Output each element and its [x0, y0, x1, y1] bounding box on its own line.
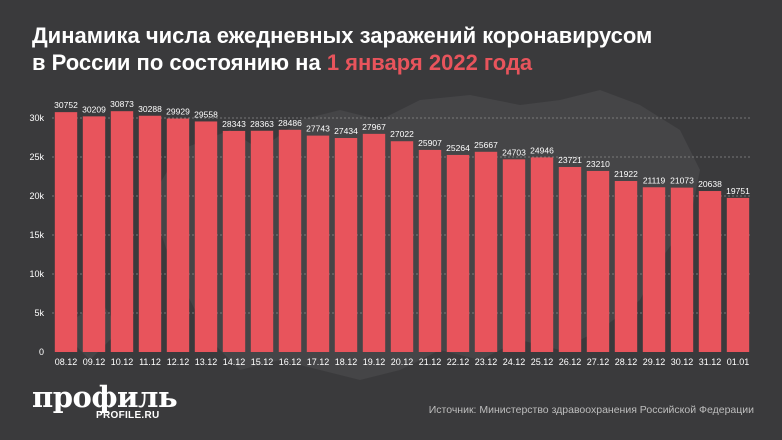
- bar: [222, 130, 246, 352]
- x-tick-label: 13.12: [195, 357, 218, 367]
- x-tick-label: 24.12: [503, 357, 526, 367]
- bar: [446, 154, 470, 352]
- data-label: 25264: [446, 143, 470, 153]
- x-tick-label: 15.12: [251, 357, 274, 367]
- x-tick-label: 19.12: [363, 357, 386, 367]
- y-tick-label: 15k: [29, 230, 44, 240]
- x-tick-label: 21.12: [419, 357, 442, 367]
- title-line-1: Динамика числа ежедневных заражений коро…: [32, 23, 653, 48]
- data-label: 23210: [586, 159, 610, 169]
- title-line-2-prefix: в России по состоянию на: [32, 50, 327, 75]
- bar: [54, 112, 78, 352]
- data-label: 28343: [222, 119, 246, 129]
- bar: [194, 121, 218, 352]
- x-tick-label: 22.12: [447, 357, 470, 367]
- y-tick-label: 30k: [29, 113, 44, 123]
- data-label: 27967: [362, 122, 386, 132]
- y-tick-label: 5k: [34, 308, 44, 318]
- x-tick-label: 20.12: [391, 357, 414, 367]
- bar: [362, 133, 386, 352]
- x-tick-label: 08.12: [55, 357, 78, 367]
- profile-logo-url: PROFILE.RU: [96, 410, 160, 421]
- data-label: 21073: [670, 176, 694, 186]
- data-label: 29929: [166, 107, 190, 117]
- y-tick-label: 25k: [29, 152, 44, 162]
- data-label: 30873: [110, 99, 134, 109]
- data-label: 23721: [558, 155, 582, 165]
- data-label: 30752: [54, 100, 78, 110]
- bar: [502, 159, 526, 352]
- x-tick-label: 09.12: [83, 357, 106, 367]
- bar: [334, 138, 358, 352]
- x-tick-label: 25.12: [531, 357, 554, 367]
- x-tick-label: 27.12: [587, 357, 610, 367]
- x-tick-label: 17.12: [307, 357, 330, 367]
- bar: [726, 197, 750, 352]
- bar: [110, 111, 134, 352]
- profile-logo: профиль: [32, 380, 178, 414]
- data-label: 30209: [82, 104, 106, 114]
- source-note: Источник: Министерство здравоохранения Р…: [428, 404, 754, 416]
- x-tick-label: 11.12: [139, 357, 161, 367]
- chart-title: Динамика числа ежедневных заражений коро…: [32, 22, 772, 76]
- bar: [530, 157, 554, 352]
- bar: [250, 130, 274, 352]
- data-label: 27743: [306, 124, 330, 134]
- x-tick-label: 28.12: [615, 357, 638, 367]
- data-label: 19751: [726, 186, 750, 196]
- bar: [558, 166, 582, 352]
- bar: [82, 116, 106, 352]
- x-tick-label: 30.12: [671, 357, 694, 367]
- bar: [166, 118, 190, 352]
- x-tick-label: 16.12: [279, 357, 302, 367]
- x-tick-label: 01.01: [727, 357, 750, 367]
- data-label: 27022: [390, 129, 414, 139]
- title-date-highlight: 1 января 2022 года: [326, 50, 533, 75]
- x-tick-label: 12.12: [167, 357, 190, 367]
- x-tick-label: 26.12: [559, 357, 582, 367]
- x-tick-label: 23.12: [475, 357, 498, 367]
- y-tick-label: 10k: [29, 269, 44, 279]
- data-label: 28363: [250, 119, 274, 129]
- bar: [670, 187, 694, 352]
- data-label: 21119: [643, 175, 666, 185]
- bar: [586, 170, 610, 352]
- data-label: 20638: [698, 179, 722, 189]
- x-tick-label: 14.12: [223, 357, 246, 367]
- x-tick-label: 29.12: [643, 357, 666, 367]
- bar: [138, 115, 162, 352]
- data-label: 28486: [278, 118, 302, 128]
- y-tick-label: 0: [39, 347, 44, 357]
- data-label: 24703: [502, 147, 526, 157]
- bar: [614, 181, 638, 352]
- x-tick-label: 18.12: [335, 357, 358, 367]
- bar: [642, 187, 666, 352]
- data-label: 21922: [614, 169, 638, 179]
- data-label: 24946: [530, 145, 554, 155]
- data-label: 30288: [138, 104, 162, 114]
- data-label: 27434: [334, 126, 358, 136]
- bar: [306, 135, 330, 352]
- bar: [390, 141, 414, 352]
- bar: [474, 151, 498, 352]
- x-tick-label: 31.12: [699, 357, 722, 367]
- bar: [698, 191, 722, 352]
- bar: [418, 149, 442, 352]
- data-label: 25907: [418, 138, 442, 148]
- y-tick-label: 20k: [29, 191, 44, 201]
- data-label: 29558: [194, 109, 218, 119]
- bar: [278, 129, 302, 352]
- data-label: 25667: [474, 140, 498, 150]
- x-tick-label: 10.12: [111, 357, 134, 367]
